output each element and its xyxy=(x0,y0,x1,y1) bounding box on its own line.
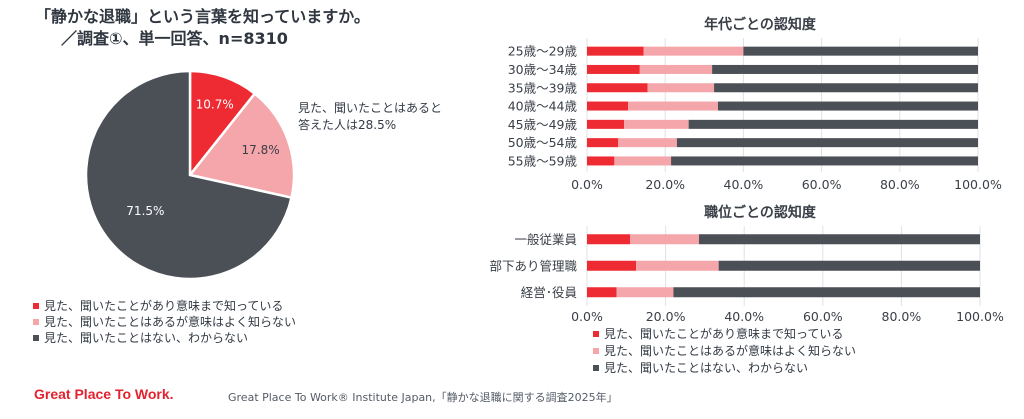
bar-segment xyxy=(587,287,617,298)
pie-chart: 10.7% 17.8% 71.5% xyxy=(84,69,296,281)
bar-legend-swatch-pink xyxy=(593,348,599,354)
tick-label: 40.0% xyxy=(724,309,764,324)
source-citation: Great Place To Work® Institute Japan,「静か… xyxy=(228,391,618,404)
bar-legend-label-3: 見た、聞いたことはない、わからない xyxy=(604,361,809,375)
bar-segment xyxy=(587,101,629,111)
legend-swatch-pink xyxy=(33,319,39,325)
bar-segment xyxy=(718,260,980,271)
bar-segment xyxy=(673,287,980,298)
tick-label: 60.0% xyxy=(802,177,842,192)
bar-segment xyxy=(587,138,619,148)
bar-segment xyxy=(614,156,672,166)
category-label: 経営･役員 xyxy=(521,285,578,300)
legend-item-2: 見た、聞いたことはあるが意味はよく知らない xyxy=(33,314,296,330)
bar-segment xyxy=(647,83,715,93)
bar-segment xyxy=(643,46,744,56)
bar-segment xyxy=(618,138,677,148)
bar-legend-item-1: 見た、聞いたことがあり意味まで知っている xyxy=(593,326,856,343)
bar-segment xyxy=(676,138,978,148)
bar-legend-swatch-red xyxy=(593,331,599,337)
pie-label-3: 71.5% xyxy=(126,204,164,218)
title-line-2: ／調査①、単一回答、n=8310 xyxy=(61,29,288,48)
category-label: 40歳～44歳 xyxy=(508,99,578,114)
bar-legend-item-2: 見た、聞いたことはあるが意味はよく知らない xyxy=(593,343,856,360)
category-label: 25歳～29歳 xyxy=(508,44,578,59)
bar-segment xyxy=(743,46,978,56)
pie-label-1: 10.7% xyxy=(196,97,234,111)
bar-segment xyxy=(624,119,689,129)
bar-segment xyxy=(587,260,637,271)
bar-segment xyxy=(616,287,674,298)
bar-legend-label-2: 見た、聞いたことはあるが意味はよく知らない xyxy=(604,344,857,358)
bar-segment xyxy=(587,234,631,245)
pie-slice-3 xyxy=(84,69,293,281)
tick-label: 20.0% xyxy=(645,177,685,192)
bar-segment xyxy=(699,234,980,245)
bar-legend-label-1: 見た、聞いたことがあり意味まで知っている xyxy=(604,327,844,341)
brand-logo: Great Place To Work. xyxy=(34,386,174,402)
bar-legend: 見た、聞いたことがあり意味まで知っている 見た、聞いたことはあるが意味はよく知ら… xyxy=(593,326,856,377)
legend-swatch-red xyxy=(33,303,39,309)
tick-label: 100.0% xyxy=(954,177,1002,192)
bar-segment xyxy=(587,64,640,74)
bar-segment xyxy=(671,156,978,166)
legend-label-3: 見た、聞いたことはない、わからない xyxy=(44,331,249,345)
legend-item-1: 見た、聞いたことがあり意味まで知っている xyxy=(33,298,296,314)
pie-annotation: 見た、聞いたことはあると 答えた人は28.5% xyxy=(298,100,442,134)
category-label: 55歳～59歳 xyxy=(508,153,578,168)
tick-label: 80.0% xyxy=(882,309,922,324)
tick-label: 40.0% xyxy=(724,177,764,192)
pie-legend: 見た、聞いたことがあり意味まで知っている 見た、聞いたことはあるが意味はよく知ら… xyxy=(33,298,296,346)
bar-segment xyxy=(587,83,648,93)
bar-segment xyxy=(639,64,713,74)
legend-label-1: 見た、聞いたことがあり意味まで知っている xyxy=(44,299,284,313)
bar-segment xyxy=(688,119,978,129)
category-label: 45歳～49歳 xyxy=(508,117,578,132)
category-label: 30歳～34歳 xyxy=(508,62,578,77)
pie-annotation-line-1: 見た、聞いたことはあると xyxy=(298,101,443,115)
pie-slice-2 xyxy=(187,91,296,200)
bar-legend-swatch-dark xyxy=(593,365,599,371)
tick-label: 0.0% xyxy=(571,177,603,192)
position-chart-title: 職位ごとの認知度 xyxy=(704,205,816,221)
tick-label: 20.0% xyxy=(646,309,686,324)
bar-segment xyxy=(587,156,615,166)
pie-slice-1 xyxy=(188,69,257,179)
bar-segment xyxy=(712,64,978,74)
bar-segment xyxy=(714,83,978,93)
bar-segment xyxy=(630,234,700,245)
bar-segment xyxy=(636,260,719,271)
pie-label-2: 17.8% xyxy=(242,143,280,157)
tick-label: 60.0% xyxy=(803,309,843,324)
bar-segment xyxy=(587,119,625,129)
tick-label: 100.0% xyxy=(956,309,1004,324)
bar-segment xyxy=(628,101,718,111)
category-label: 35歳～39歳 xyxy=(508,80,578,95)
category-label: 部下あり管理職 xyxy=(489,258,577,273)
legend-item-3: 見た、聞いたことはない、わからない xyxy=(33,330,296,346)
category-label: 50歳～54歳 xyxy=(508,135,578,150)
age-bar-chart: 25歳～29歳 30歳～34歳 35歳～39歳 40歳～44歳 45歳～49歳 50歳～5… xyxy=(508,38,1002,192)
tick-label: 80.0% xyxy=(880,177,920,192)
legend-swatch-dark xyxy=(33,335,39,341)
category-label: 一般従業員 xyxy=(514,232,577,247)
bar-segment xyxy=(587,46,644,56)
bar-segment xyxy=(717,101,978,111)
age-chart-title: 年代ごとの認知度 xyxy=(704,17,816,33)
page-title: 「静かな退職」という言葉を知っていますか。 ／調査①、単一回答、n=8310 xyxy=(35,6,370,50)
legend-label-2: 見た、聞いたことはあるが意味はよく知らない xyxy=(44,315,297,329)
title-line-1: 「静かな退職」という言葉を知っていますか。 xyxy=(35,7,370,26)
bar-legend-item-3: 見た、聞いたことはない、わからない xyxy=(593,360,856,377)
pie-annotation-line-2: 答えた人は28.5% xyxy=(298,118,397,132)
tick-label: 0.0% xyxy=(571,309,603,324)
